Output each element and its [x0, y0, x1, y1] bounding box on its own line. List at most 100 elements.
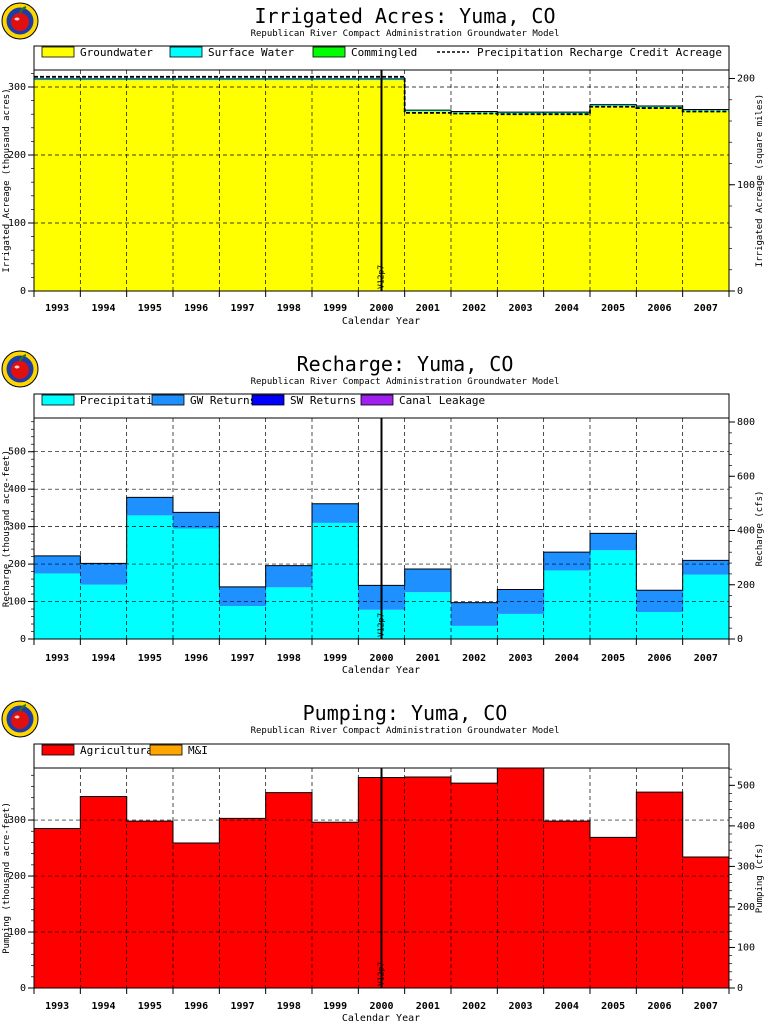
bar-precipitation: [312, 522, 359, 639]
logo-apple: [11, 711, 29, 729]
bar-precipitation: [497, 613, 545, 639]
y2-tick-label: 200: [737, 902, 755, 913]
legend-label: Commingled: [351, 46, 417, 59]
bar-agricultural: [636, 792, 684, 988]
x-axis-label: Calendar Year: [342, 665, 420, 676]
y2-tick-label: 800: [737, 417, 755, 428]
y-axis-label: Pumping (thousand acre-feet): [2, 802, 12, 954]
x-tick-label: 1996: [184, 1001, 208, 1012]
x-tick-label: 2000: [369, 1001, 393, 1012]
bar-groundwater: [451, 112, 498, 291]
bar-groundwater: [404, 111, 452, 291]
bar-agricultural: [173, 843, 220, 988]
legend-label: GW Returns: [190, 394, 256, 407]
bar-gw-returns: [173, 512, 220, 529]
y-tick-label: 300: [8, 82, 26, 93]
y-tick-label: 100: [8, 927, 26, 938]
bar-groundwater: [173, 80, 220, 291]
bar-gw-returns: [451, 602, 498, 626]
x-tick-label: 1999: [323, 653, 347, 664]
bar-gw-returns: [590, 533, 637, 551]
legend-swatch: [360, 394, 394, 406]
x-tick-label: 2002: [462, 303, 486, 314]
bar-groundwater: [636, 107, 684, 292]
bar-gw-returns: [265, 565, 313, 588]
y-axis-label: Irrigated Acreage (thousand acres): [2, 88, 12, 272]
x-tick-label: 2007: [694, 303, 718, 314]
y2-axis-label: Pumping (cfs): [755, 843, 765, 913]
bar-gw-returns: [543, 552, 591, 571]
bar-groundwater: [265, 80, 313, 291]
bar-gw-returns: [80, 563, 128, 585]
x-tick-label: 1995: [138, 303, 162, 314]
logo-shine: [14, 17, 20, 21]
bar-agricultural: [451, 783, 498, 988]
legend-box: [33, 45, 730, 71]
marker-label: V12p7: [377, 962, 386, 986]
bar-precipitation: [451, 625, 498, 639]
x-tick-label: 2001: [416, 1001, 440, 1012]
x-tick-label: 1995: [138, 653, 162, 664]
y-tick-label: 0: [20, 286, 26, 297]
legend-swatch: [312, 46, 346, 58]
y-tick-label: 500: [8, 447, 26, 458]
bar-gw-returns: [636, 590, 684, 613]
bar-groundwater: [219, 80, 267, 291]
x-tick-label: 1993: [45, 1001, 69, 1012]
bar-gw-returns: [126, 497, 174, 516]
y-tick-label: 200: [8, 871, 26, 882]
chart-title: Irrigated Acres: Yuma, CO: [254, 4, 555, 28]
y-tick-label: 300: [8, 815, 26, 826]
y2-tick-label: 200: [737, 74, 755, 85]
bar-groundwater: [543, 113, 591, 292]
bar-surface-water: [80, 78, 128, 81]
x-tick-label: 1997: [230, 653, 254, 664]
apple-logo-icon: [1, 2, 39, 40]
legend-swatch: [41, 46, 75, 58]
x-tick-label: 2006: [647, 1001, 671, 1012]
chart-subtitle: Republican River Compact Administration …: [251, 29, 560, 39]
y2-tick-label: 0: [737, 634, 743, 645]
bar-surface-water: [173, 78, 220, 81]
chart-subtitle: Republican River Compact Administration …: [251, 726, 560, 736]
x-tick-label: 1998: [277, 653, 301, 664]
legend-label: Precipitation: [80, 394, 166, 407]
bar-groundwater: [590, 106, 637, 291]
legend-swatch: [41, 744, 75, 756]
y-tick-label: 400: [8, 484, 26, 495]
y2-tick-label: 200: [737, 580, 755, 591]
x-tick-label: 2006: [647, 653, 671, 664]
bar-precipitation: [80, 584, 128, 639]
bar-groundwater: [80, 80, 128, 291]
y-tick-label: 0: [20, 634, 26, 645]
x-tick-label: 1995: [138, 1001, 162, 1012]
legend-label: Agricultural: [80, 744, 159, 757]
bar-surface-water: [682, 109, 730, 111]
bar-gw-returns: [34, 555, 81, 574]
x-tick-label: 2003: [508, 303, 532, 314]
legend-swatch: [41, 394, 75, 406]
bar-precipitation: [590, 550, 637, 639]
bar-precipitation: [126, 515, 174, 639]
chart-title: Recharge: Yuma, CO: [297, 352, 514, 376]
chart-title: Pumping: Yuma, CO: [303, 701, 508, 725]
bar-surface-water: [451, 111, 498, 113]
y2-tick-label: 0: [737, 983, 743, 994]
x-tick-label: 2000: [369, 303, 393, 314]
x-tick-label: 1998: [277, 1001, 301, 1012]
bar-agricultural: [682, 857, 730, 988]
x-tick-label: 2005: [601, 1001, 625, 1012]
legend-label: SW Returns: [290, 394, 356, 407]
bar-precipitation: [265, 587, 313, 639]
bar-agricultural: [404, 776, 452, 988]
legend-label: Groundwater: [80, 46, 153, 59]
y2-tick-label: 400: [737, 526, 755, 537]
y2-tick-label: 100: [737, 180, 755, 191]
x-tick-label: 2003: [508, 653, 532, 664]
x-tick-label: 1999: [323, 1001, 347, 1012]
y2-tick-label: 600: [737, 471, 755, 482]
x-tick-label: 1994: [91, 1001, 115, 1012]
x-axis-label: Calendar Year: [342, 1013, 420, 1024]
